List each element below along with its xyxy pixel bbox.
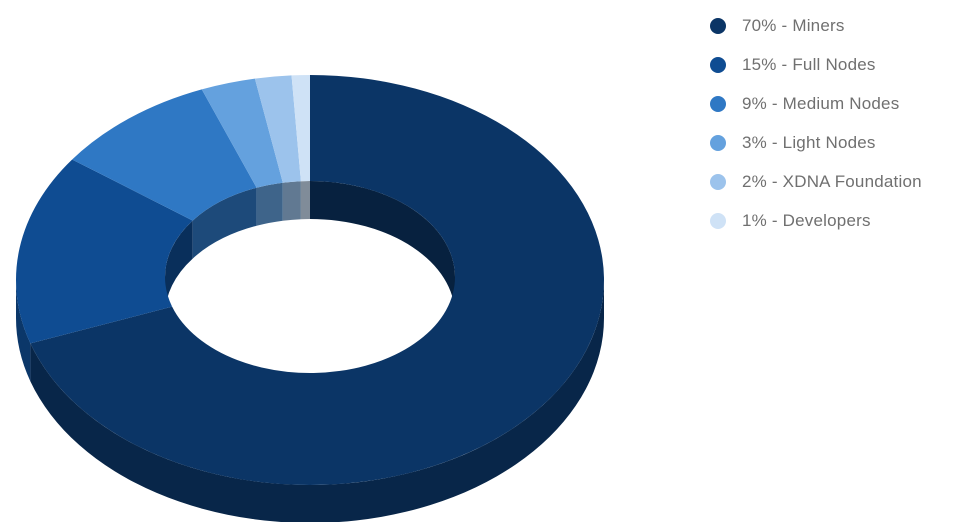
legend-label: 3% - Light Nodes bbox=[742, 132, 876, 152]
slice-4[interactable] bbox=[201, 78, 283, 188]
legend-item[interactable]: 1% - Developers bbox=[710, 201, 922, 240]
legend-label: 2% - XDNA Foundation bbox=[742, 171, 922, 191]
legend-swatch bbox=[710, 212, 726, 229]
legend-swatch bbox=[710, 95, 726, 112]
donut-slices bbox=[15, 75, 604, 485]
legend-label: 15% - Full Nodes bbox=[742, 54, 876, 74]
legend-item[interactable]: 70% - Miners bbox=[710, 6, 922, 45]
donut-hole-wall bbox=[165, 181, 455, 315]
slice-hole-wall-5-1 bbox=[282, 181, 301, 221]
slice-hole-wall-1-0 bbox=[310, 181, 455, 315]
slice-side-1 bbox=[30, 280, 604, 522]
legend-item[interactable]: 3% - Light Nodes bbox=[710, 123, 922, 162]
slice-hole-wall-6-1 bbox=[300, 181, 310, 220]
slice-2[interactable] bbox=[15, 159, 193, 344]
legend: 70% - Miners 15% - Full Nodes 9% - Medium … bbox=[710, 6, 922, 240]
slice-hole-wall-4-1 bbox=[256, 182, 283, 226]
legend-swatch bbox=[710, 56, 726, 73]
legend-label: 9% - Medium Nodes bbox=[742, 93, 900, 113]
legend-item[interactable]: 2% - XDNA Foundation bbox=[710, 162, 922, 201]
slice-3[interactable] bbox=[72, 89, 257, 221]
slice-1[interactable] bbox=[30, 75, 604, 485]
legend-label: 70% - Miners bbox=[742, 15, 845, 35]
legend-item[interactable]: 9% - Medium Nodes bbox=[710, 84, 922, 123]
legend-label: 1% - Developers bbox=[742, 210, 871, 230]
slice-5[interactable] bbox=[254, 75, 301, 183]
legend-swatch bbox=[710, 173, 726, 190]
slice-side-2 bbox=[16, 280, 31, 382]
slice-hole-wall-3-1 bbox=[192, 187, 257, 259]
slice-hole-wall-2-1 bbox=[165, 220, 193, 315]
legend-item[interactable]: 15% - Full Nodes bbox=[710, 45, 922, 84]
donut-side bbox=[16, 280, 604, 522]
slice-6[interactable] bbox=[291, 75, 310, 182]
legend-swatch bbox=[710, 17, 726, 34]
legend-swatch bbox=[710, 134, 726, 151]
